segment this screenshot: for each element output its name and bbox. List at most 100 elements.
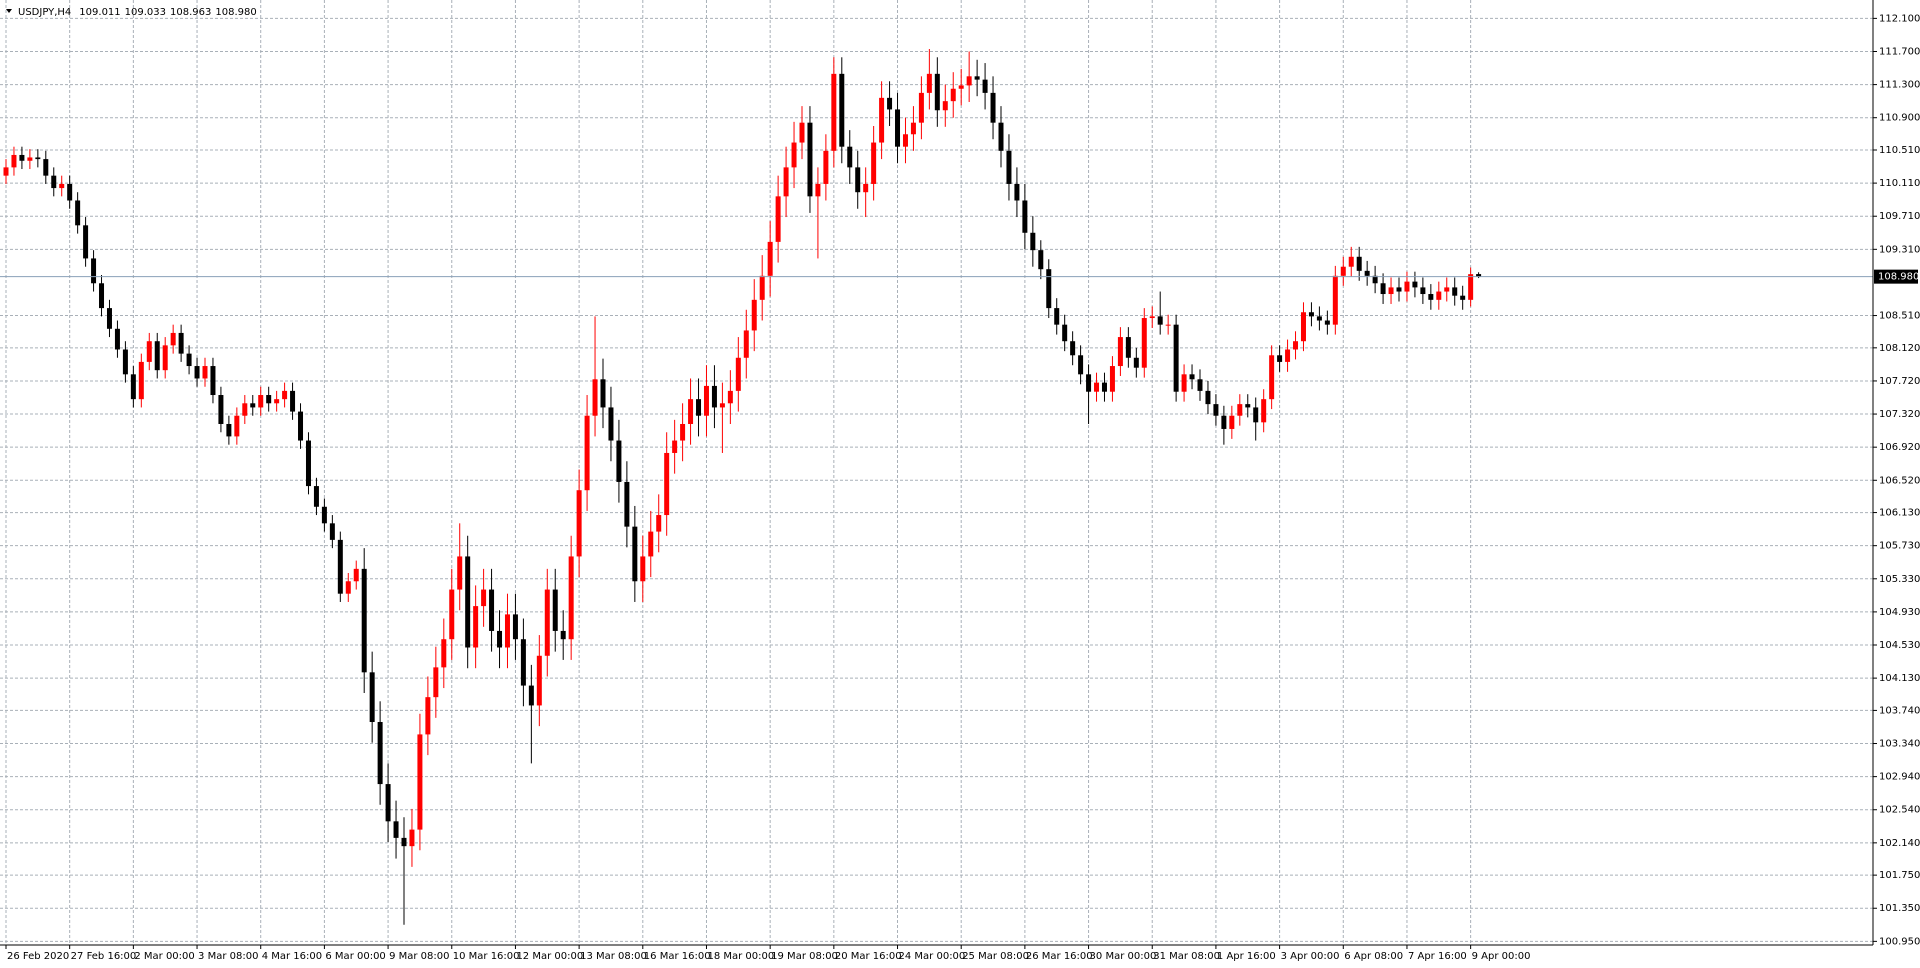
header-arrow <box>6 9 12 13</box>
candle-body <box>640 556 646 582</box>
candle-body <box>1054 308 1060 325</box>
candle-body <box>1308 312 1314 317</box>
x-tick-label: 3 Mar 08:00 <box>198 951 258 962</box>
candle-body <box>1300 312 1306 342</box>
candle-body <box>560 630 566 640</box>
candle-body <box>369 672 375 722</box>
y-tick-label: 103.740 <box>1879 705 1920 716</box>
candle-body <box>823 150 829 184</box>
candle-body <box>871 142 877 184</box>
candle-body <box>934 73 940 111</box>
y-tick-label: 103.340 <box>1879 739 1920 750</box>
candle-body <box>1444 287 1450 292</box>
candle-body <box>1149 316 1155 319</box>
candle-body <box>926 73 932 93</box>
candle-body <box>504 614 510 648</box>
candle-body <box>1388 287 1394 295</box>
candle-body <box>1348 256 1354 267</box>
candle-body <box>1396 287 1402 292</box>
candle-body <box>1237 404 1243 416</box>
candle-body <box>767 241 773 276</box>
candle-body <box>1412 281 1418 288</box>
grid <box>0 0 1873 945</box>
candle-body <box>250 403 256 408</box>
y-tick-label: 110.510 <box>1879 145 1920 156</box>
current-price-box <box>1874 269 1918 284</box>
x-tick-label: 9 Apr 00:00 <box>1472 951 1531 962</box>
candle-body <box>27 157 33 161</box>
candle-body <box>242 403 248 416</box>
candle-body <box>1340 266 1346 276</box>
y-tick-label: 105.730 <box>1879 541 1920 552</box>
candle-body <box>67 183 73 201</box>
y-tick-label: 111.300 <box>1879 80 1920 91</box>
candle-body <box>815 183 821 197</box>
candle-body <box>1086 374 1092 392</box>
candle-body <box>290 390 296 412</box>
candle-body <box>1245 404 1251 408</box>
candle-body <box>544 589 550 656</box>
candle-body <box>696 399 702 416</box>
current-price-label: 108.980 <box>1878 272 1919 283</box>
candle-body <box>449 589 455 640</box>
candle-body <box>1428 294 1434 300</box>
candle-body <box>170 332 176 346</box>
candle-body <box>982 79 988 93</box>
candle-body <box>353 568 359 582</box>
candle-body <box>1476 274 1482 277</box>
candle-body <box>743 330 749 358</box>
candle-body <box>1229 415 1235 429</box>
candle-body <box>497 630 503 648</box>
candle-body <box>520 639 526 686</box>
axis-labels: 112.100 111.700 111.300 110.900 110.510 110.1… <box>5 13 1920 962</box>
y-tick-label: 111.700 <box>1879 46 1920 57</box>
y-tick-label: 102.540 <box>1879 805 1920 816</box>
candle-body <box>1125 337 1131 358</box>
candle-body <box>1022 200 1028 233</box>
candle-body <box>648 531 654 557</box>
candle-body <box>489 589 495 631</box>
candle-body <box>91 258 97 284</box>
candle-body <box>1372 275 1378 284</box>
y-tick-label: 107.320 <box>1879 409 1920 420</box>
candle-body <box>457 556 463 590</box>
candle-body <box>1380 283 1386 295</box>
candle-body <box>576 490 582 557</box>
candle-body <box>1261 399 1267 423</box>
candle-body <box>210 366 216 396</box>
candle-body <box>863 183 869 193</box>
x-tick-label: 9 Mar 08:00 <box>389 951 449 962</box>
candle-body <box>958 85 964 89</box>
candle-body <box>775 196 781 242</box>
candle-body <box>1101 382 1107 392</box>
x-tick-label: 19 Mar 08:00 <box>771 951 838 962</box>
candle-body <box>592 379 598 416</box>
y-tick-label: 104.530 <box>1879 640 1920 651</box>
x-tick-label: 25 Mar 08:00 <box>962 951 1029 962</box>
candle-body <box>1356 256 1362 271</box>
candle-body <box>1197 379 1203 391</box>
candle-body <box>664 452 670 516</box>
candle-body <box>1165 324 1171 326</box>
y-tick-label: 109.710 <box>1879 211 1920 222</box>
y-tick-label: 101.750 <box>1879 870 1920 881</box>
y-tick-label: 104.930 <box>1879 607 1920 618</box>
candle-body <box>1316 316 1322 321</box>
candle-body <box>1038 250 1044 270</box>
candle-body <box>1420 287 1426 295</box>
candle-body <box>783 167 789 197</box>
candle-body <box>1046 269 1052 309</box>
candle-body <box>1324 320 1330 325</box>
candle-body <box>895 109 901 147</box>
x-tick-label: 3 Apr 00:00 <box>1281 951 1340 962</box>
y-tick-label: 106.520 <box>1879 475 1920 486</box>
candle-body <box>1006 150 1012 184</box>
candle-body <box>831 73 837 151</box>
candle-body <box>1221 415 1227 429</box>
candle-body <box>990 92 996 123</box>
candle-body <box>393 821 399 838</box>
candle-body <box>282 390 288 400</box>
candle-body <box>624 481 630 527</box>
candle-body <box>385 784 391 822</box>
candle-body <box>1468 274 1474 300</box>
